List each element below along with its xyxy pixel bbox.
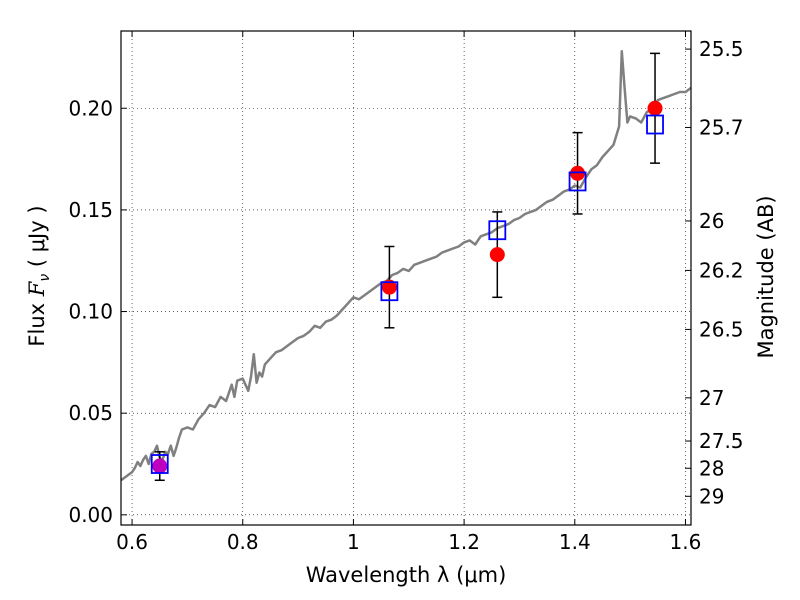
right-tick-label: 25.5: [699, 37, 744, 61]
model-box-marker: [150, 454, 169, 474]
right-tick-label: 26.5: [699, 317, 744, 341]
right-tick-label: 29: [699, 484, 724, 508]
right-tick-label: 26.2: [699, 258, 744, 282]
model-box-marker: [380, 281, 399, 302]
data-points-layer: [150, 52, 664, 482]
x-axis-label: Wavelength λ (μm): [306, 563, 507, 587]
data-point: [489, 247, 505, 263]
right-tick-label: 27.5: [699, 429, 744, 453]
right-tick-label: 28: [699, 456, 724, 480]
right-tick-label: 26: [699, 209, 724, 233]
y-tick-label: 0.20: [68, 96, 113, 120]
y-axis-label-prefix: Flux: [25, 296, 49, 346]
data-point: [381, 279, 397, 295]
model-box-marker: [646, 114, 664, 135]
y-axis-label-subscript: ν: [37, 274, 53, 282]
spectrum-layer: [120, 50, 692, 482]
x-tick-label: 0.6: [116, 530, 148, 554]
y-axis-label: Flux Fν ( μJy ): [25, 205, 53, 346]
y-tick-label: 0.05: [68, 401, 113, 425]
right-axis-label: Magnitude (AB): [754, 195, 778, 358]
plot-frame: [120, 30, 692, 526]
y-tick-label: 0.15: [68, 198, 113, 222]
y-axis-label-symbol: F: [25, 280, 49, 297]
model-box-marker: [488, 220, 507, 241]
y-tick-label: 0.10: [68, 300, 113, 324]
ticks-layer: 0.6 0.8 1 1.2 1.4 1.6 0.00 0.05 0.10 0.15 0.20 25.5…: [68, 31, 744, 554]
y-tick-label: 0.00: [68, 503, 113, 527]
x-tick-label: 1.2: [448, 530, 480, 554]
x-tick-label: 1.6: [670, 530, 702, 554]
data-point: [152, 458, 168, 474]
data-point: [647, 100, 663, 116]
x-tick-label: 0.8: [227, 530, 259, 554]
grid: [121, 31, 691, 525]
model-box-marker: [568, 171, 587, 192]
right-tick-label: 27: [699, 386, 724, 410]
right-tick-label: 25.7: [699, 115, 744, 139]
x-tick-label: 1: [347, 530, 360, 554]
y-axis-label-suffix: ( μJy ): [25, 205, 49, 273]
x-tick-label: 1.4: [559, 530, 591, 554]
spectrum-line: [120, 50, 692, 482]
